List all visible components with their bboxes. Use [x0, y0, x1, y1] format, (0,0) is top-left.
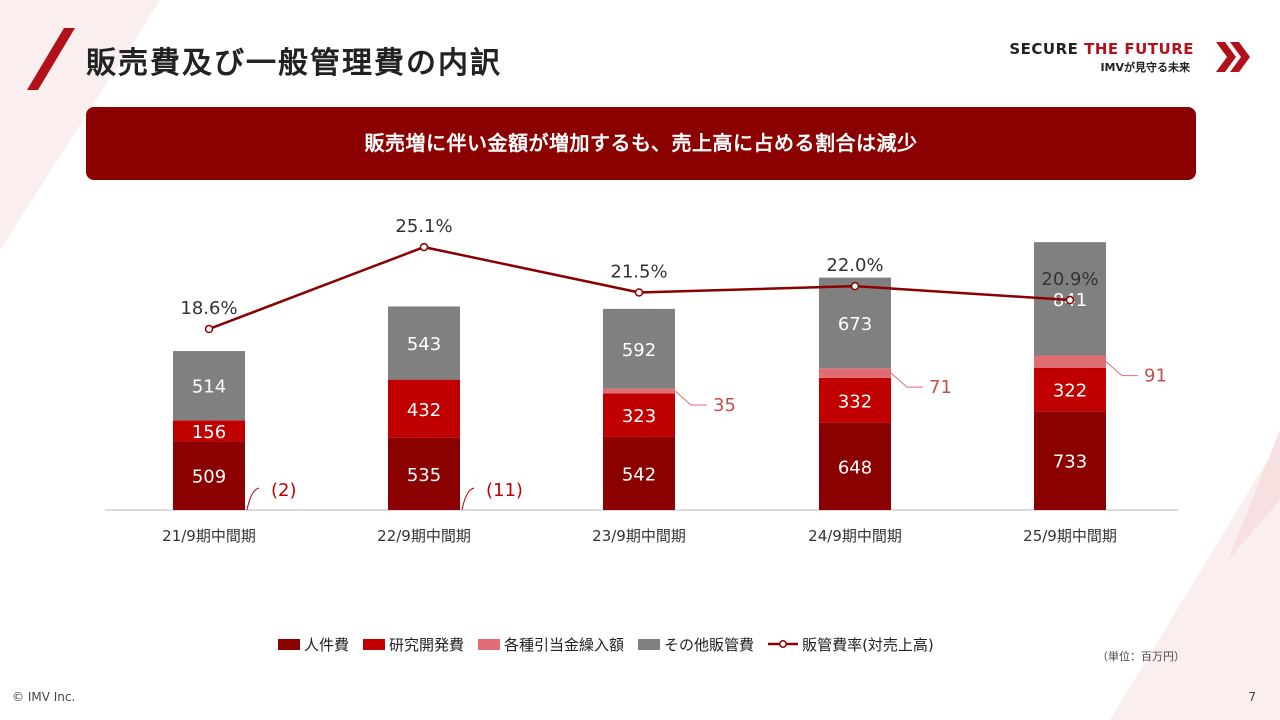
legend-swatch [478, 638, 501, 650]
legend-item-provisions: 各種引当金繰入額 [478, 634, 624, 655]
data-label: 733 [1053, 452, 1087, 473]
bar-segment [819, 422, 891, 510]
data-label: 514 [192, 377, 226, 398]
data-label-provisions: (11) [486, 480, 523, 501]
bar-segment [173, 441, 245, 510]
bar-segment [819, 277, 891, 369]
data-label: 592 [622, 340, 656, 361]
sga-ratio-point [204, 324, 214, 334]
sga-ratio-label: 20.9% [1041, 269, 1098, 290]
data-label: 323 [622, 406, 656, 427]
legend-label: 人件費 [304, 635, 350, 654]
bar-segment [173, 420, 245, 442]
callout-leader-line [674, 390, 707, 406]
legend-line-marker-icon [768, 640, 799, 648]
legend-item-sga-ratio: 販管費率(対売上高) [768, 634, 934, 655]
legend-swatch [363, 638, 386, 650]
summary-banner: 販売増に伴い金額が増加するも、売上高に占める割合は減少 [86, 107, 1196, 180]
callout-leader-line [1105, 361, 1138, 377]
brand-secure: SECURE [1009, 40, 1085, 58]
data-label-provisions: (2) [271, 480, 297, 501]
sga-ratio-point [634, 288, 644, 297]
x-tick-label: 24/9期中間期 [808, 527, 902, 545]
callout-leader-line [461, 487, 475, 511]
copyright: © IMV Inc. [12, 690, 76, 704]
data-label: 543 [407, 334, 441, 355]
data-label: 542 [622, 464, 656, 485]
x-tick-label: 23/9期中間期 [592, 527, 686, 545]
legend-label: 販管費率(対売上高) [802, 635, 934, 654]
data-label: 156 [192, 422, 226, 443]
sga-ratio-label: 18.6% [180, 298, 237, 319]
legend-item-personnel: 人件費 [278, 634, 349, 655]
data-label-provisions: 71 [929, 377, 952, 398]
bar-segment [603, 393, 675, 437]
data-label-provisions: 91 [1144, 366, 1167, 387]
unit-note: （単位：百万円） [1097, 650, 1185, 663]
bar-segment [1034, 355, 1106, 368]
data-label: 432 [407, 400, 441, 421]
bar-segment [819, 377, 891, 423]
data-label: 509 [192, 467, 226, 488]
sga-ratio-point [419, 242, 429, 252]
bar-segment [388, 379, 460, 438]
sga-ratio-point [850, 281, 860, 291]
bar-segment [1034, 411, 1106, 510]
legend-swatch [638, 638, 661, 650]
data-label-provisions: 35 [713, 395, 736, 416]
x-tick-label: 25/9期中間期 [1023, 527, 1117, 545]
x-tick-label: 22/9期中間期 [377, 527, 471, 545]
x-tick-label: 21/9期中間期 [162, 527, 256, 545]
sga-ratio-point [1065, 295, 1075, 305]
bar-segment [388, 437, 460, 510]
data-label: 648 [838, 457, 872, 478]
data-label: 322 [1053, 380, 1087, 401]
double-chevron-icon [1216, 42, 1250, 72]
legend-label: 研究開発費 [389, 635, 465, 654]
page-number: 7 [1248, 690, 1256, 704]
bar-segment [1034, 367, 1106, 412]
legend-label: 各種引当金繰入額 [504, 635, 625, 654]
bar-segment [388, 306, 460, 380]
brand-the-future: THE FUTURE [1084, 40, 1194, 58]
data-label: 673 [838, 314, 872, 335]
bar-segment [173, 351, 245, 421]
legend-item-other: その他販管費 [638, 634, 754, 655]
sga-ratio-label: 21.5% [610, 261, 667, 282]
legend-swatch [278, 638, 300, 650]
page-title: 販売費及び一般管理費の内訳 [86, 46, 502, 81]
brand-tagline: IMVが見守る未来 [1100, 61, 1190, 74]
legend-item-rnd: 研究開発費 [363, 634, 464, 655]
chart-legend: 人件費 研究開発費 各種引当金繰入額 その他販管費 販管費率(対売上高) [278, 632, 948, 656]
legend-label: その他販管費 [664, 635, 755, 654]
sga-ratio-label: 25.1% [395, 216, 452, 237]
data-label: 535 [407, 465, 441, 486]
bar-segment [603, 388, 675, 394]
sga-ratio-label: 22.0% [826, 255, 883, 276]
data-label: 332 [838, 391, 872, 412]
callout-leader-line [890, 372, 923, 388]
brand-logo: SECURE THE FUTURE IMVが見守る未来 [1009, 40, 1252, 76]
bar-segment [603, 308, 675, 389]
bar-segment [819, 368, 891, 378]
callout-leader-line [246, 487, 260, 511]
bar-segment [603, 436, 675, 510]
title-accent-slash-icon [27, 28, 75, 90]
